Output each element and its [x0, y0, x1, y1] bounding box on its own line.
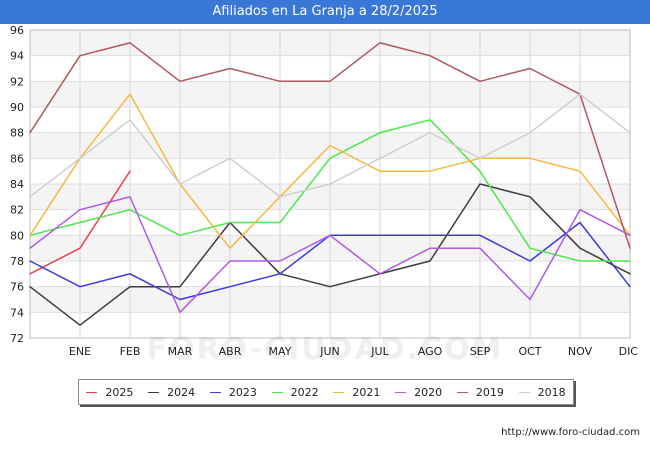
- watermark: FORO-CIUDAD.COM: [146, 332, 504, 367]
- series-line-2025: [29, 170, 131, 275]
- y-tick-label: 84: [10, 178, 24, 191]
- legend-swatch: [209, 391, 221, 393]
- x-tick-label: OCT: [518, 345, 541, 358]
- chart-title: Afiliados en La Granja a 28/2/2025: [0, 0, 650, 24]
- series-line-2022: [29, 119, 631, 262]
- series-line-2018: [29, 93, 631, 198]
- legend-label: 2018: [537, 385, 566, 399]
- plot-frame: [29, 29, 631, 339]
- series-line-2024: [29, 183, 631, 326]
- series-line-2021: [29, 93, 631, 249]
- legend-item-2020: 2020: [395, 386, 442, 399]
- line-chart: 72 74 76 78 80 82 84 86 88 90 92 94 96 ENE FEB MAR ABR MA…: [10, 24, 639, 358]
- legend-label: 2019: [475, 385, 504, 399]
- y-tick-label: 96: [10, 24, 24, 37]
- y-tick-label: 72: [10, 332, 24, 345]
- x-tick-label: ENE: [69, 345, 91, 358]
- legend-swatch: [148, 391, 160, 393]
- series-line-2019: [29, 42, 631, 249]
- x-tick-label: ABR: [219, 345, 242, 358]
- legend-item-2025: 2025: [86, 386, 133, 399]
- legend-item-2022: 2022: [271, 385, 319, 399]
- legend-item-2018: 2018: [518, 385, 566, 399]
- y-tick-label: 90: [10, 101, 24, 114]
- x-tick-label: DIC: [619, 345, 639, 358]
- legend-label: 2023: [228, 385, 257, 399]
- legend-swatch: [333, 391, 345, 393]
- legend-swatch: [395, 391, 407, 393]
- y-tick-label: 92: [10, 75, 24, 88]
- x-tick-label: MAY: [269, 345, 292, 358]
- y-tick-label: 94: [10, 50, 24, 63]
- legend-item-2021: 2021: [333, 386, 380, 399]
- legend-label: 2025: [105, 385, 134, 399]
- legend-item-2019: 2019: [456, 385, 504, 399]
- legend-label: 2022: [290, 385, 319, 399]
- y-tick-label: 78: [10, 255, 24, 268]
- y-tick-label: 88: [10, 127, 24, 140]
- legend: 2025 2024 2023 2022 2021 2020 2019 2018: [78, 379, 574, 405]
- legend-swatch: [271, 391, 283, 393]
- y-tick-label: 74: [10, 306, 24, 319]
- legend-label: 2020: [414, 385, 443, 399]
- x-tick-label: MAR: [168, 345, 193, 358]
- x-tick-label: JUN: [319, 345, 340, 358]
- legend-item-2024: 2024: [148, 386, 195, 399]
- legend-swatch: [456, 391, 468, 393]
- y-tick-label: 76: [10, 281, 24, 294]
- source-url: http://www.foro-ciudad.com: [501, 427, 640, 438]
- legend-label: 2021: [352, 385, 381, 399]
- legend-item-2023: 2023: [209, 385, 257, 399]
- y-tick-label: 82: [10, 204, 24, 217]
- y-tick-label: 86: [10, 152, 24, 165]
- y-tick-label: 80: [10, 229, 24, 242]
- x-tick-label: NOV: [568, 345, 593, 358]
- legend-swatch: [518, 391, 530, 393]
- x-tick-label: AGO: [418, 345, 443, 358]
- x-tick-label: JUL: [370, 345, 389, 358]
- legend-swatch: [86, 391, 98, 393]
- x-tick-label: SEP: [470, 345, 491, 358]
- legend-label: 2024: [167, 385, 196, 399]
- x-tick-label: FEB: [120, 345, 141, 358]
- series-line-2020: [29, 196, 631, 314]
